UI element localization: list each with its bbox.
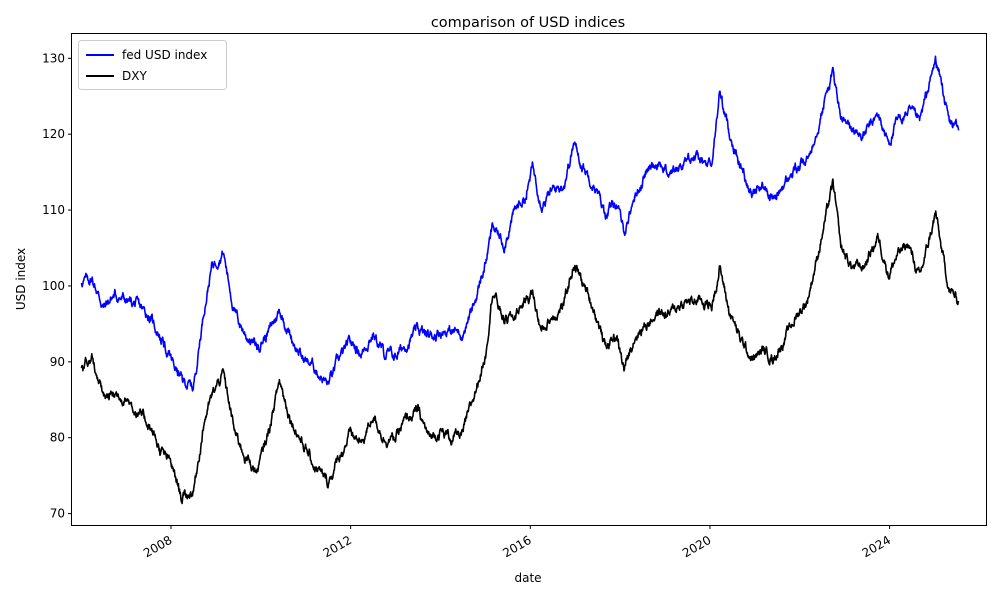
y-axis: 70 80 90 100 110 120 130	[42, 51, 72, 521]
x-tick-label: 2016	[500, 533, 533, 560]
legend-label-dxy: DXY	[122, 69, 147, 83]
y-tick-label: 90	[50, 355, 65, 369]
legend-label-fed-usd-index: fed USD index	[122, 48, 207, 62]
x-tick-label: 2024	[860, 533, 893, 560]
series-line-fed-usd-index	[80, 55, 960, 392]
plot-frame	[71, 33, 987, 526]
legend-frame	[78, 40, 227, 90]
x-axis-title: date	[514, 571, 541, 585]
x-tick-label: 2008	[141, 533, 174, 560]
y-tick-label: 70	[50, 507, 65, 521]
legend: fed USD index DXY	[78, 40, 227, 90]
x-axis: 2008 2012 2016 2020 2024	[141, 525, 893, 560]
y-tick-label: 120	[42, 127, 65, 141]
series-layer	[80, 55, 960, 505]
x-tick-label: 2012	[321, 533, 354, 560]
y-tick-label: 110	[42, 203, 65, 217]
y-axis-title: USD index	[14, 248, 28, 310]
series-line-dxy	[80, 178, 960, 505]
y-tick-label: 130	[42, 51, 65, 65]
chart-title: comparison of USD indices	[431, 15, 625, 31]
y-tick-label: 80	[50, 431, 65, 445]
x-tick-label: 2020	[680, 533, 713, 560]
y-tick-label: 100	[42, 279, 65, 293]
